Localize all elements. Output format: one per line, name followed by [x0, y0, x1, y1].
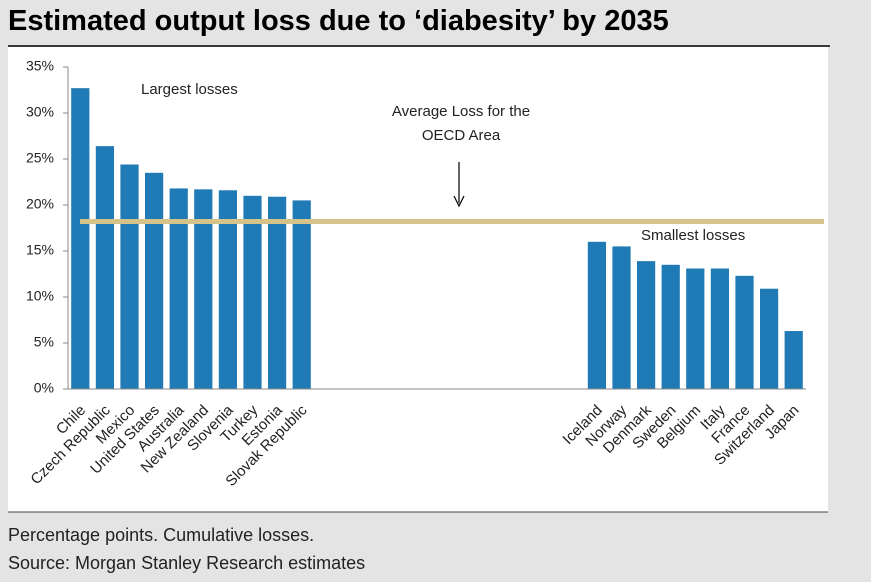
bar [735, 275, 754, 389]
bar [636, 261, 656, 389]
source: Source: Morgan Stanley Research estimate… [8, 553, 365, 573]
y-tick-label: 15% [26, 242, 54, 258]
bar [243, 195, 262, 389]
bar [169, 188, 188, 389]
annotation: Smallest losses [641, 227, 745, 244]
chart-title: Estimated output loss due to ‘diabesity’… [8, 5, 669, 37]
y-tick-label: 10% [26, 288, 54, 304]
bar [587, 241, 607, 389]
bar [710, 268, 730, 389]
y-tick-label: 5% [34, 334, 54, 350]
y-tick-label: 20% [26, 196, 54, 212]
annotation: Largest losses [141, 81, 238, 98]
y-tick-label: 35% [26, 58, 54, 74]
bar [120, 164, 139, 389]
bar [144, 172, 164, 389]
arrow-head [453, 195, 465, 208]
bar [759, 288, 779, 389]
bar [784, 331, 803, 389]
bar [218, 190, 238, 389]
y-tick-label: 25% [26, 150, 54, 166]
y-tick-label: 0% [34, 380, 54, 396]
bar [686, 268, 705, 389]
average-label: OECD Area [422, 127, 501, 144]
bar [267, 196, 287, 389]
bar [95, 146, 115, 389]
bar [292, 200, 311, 389]
bar [71, 88, 90, 389]
bar [661, 264, 680, 389]
average-label: Average Loss for the [392, 103, 530, 120]
y-tick-label: 30% [26, 104, 54, 120]
bar [194, 189, 213, 389]
bar [612, 246, 631, 389]
footnote: Percentage points. Cumulative losses. [8, 525, 314, 545]
